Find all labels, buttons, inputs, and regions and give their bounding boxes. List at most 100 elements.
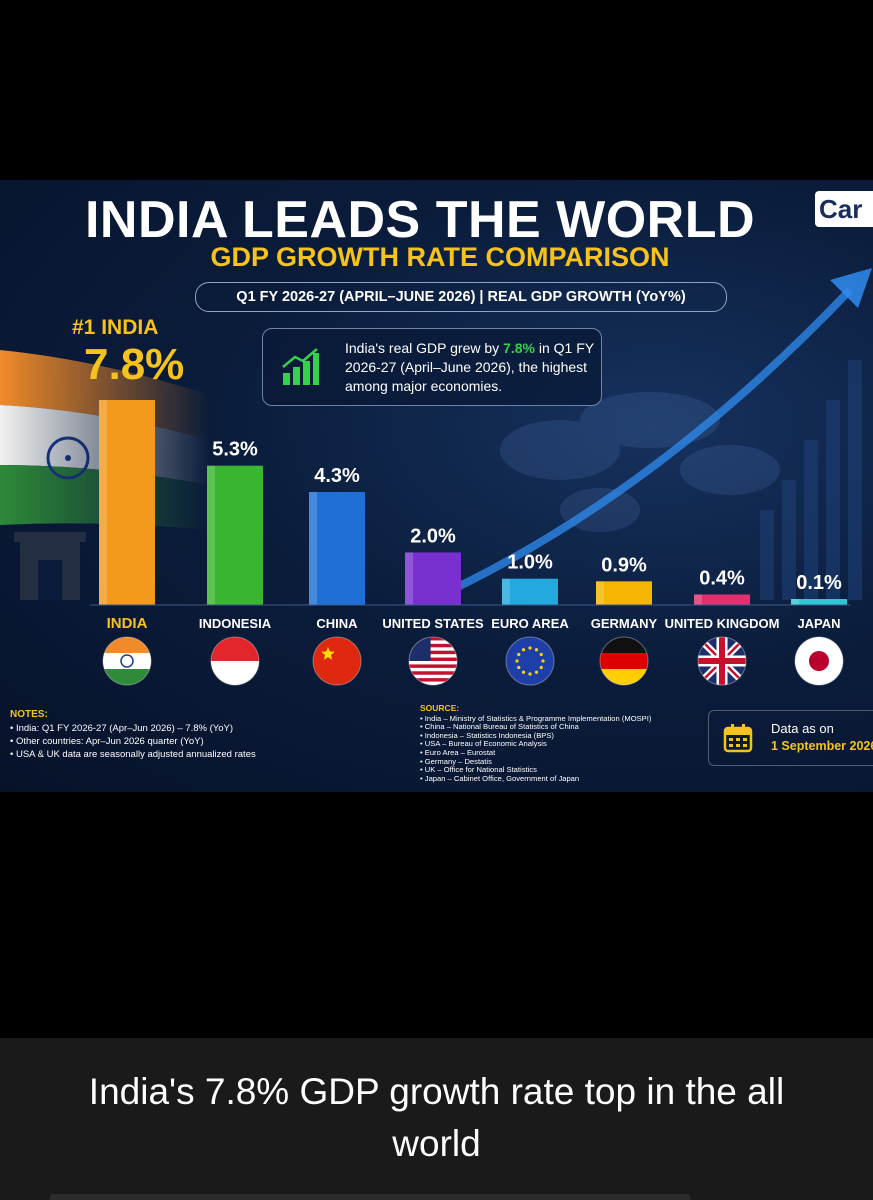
star: [517, 665, 521, 670]
caption-bar: [0, 1038, 873, 1200]
data-label: 0.1%: [796, 572, 842, 594]
flag-stripe: [409, 650, 457, 655]
note-item: • India: Q1 FY 2026-27 (Apr–Jun 2026) – …: [10, 723, 234, 734]
star: [521, 648, 526, 652]
infographic-title: INDIA LEADS THE WORLD: [84, 191, 756, 249]
data-label: 0.4%: [699, 567, 745, 589]
calendar-icon: [723, 724, 753, 753]
source-item: • UK – Office for National Statistics: [420, 765, 537, 775]
category-label: UNITED KINGDOM: [665, 616, 780, 631]
callout-suffix: in Q1 FY 2026-27 (April–June 2026), the …: [345, 340, 594, 394]
star: [534, 670, 539, 674]
bar-shine: [99, 400, 107, 605]
data-label: 1.0%: [507, 552, 553, 574]
category-label: CHINA: [316, 616, 358, 631]
bar-shine: [694, 594, 702, 605]
flag-stripe: [409, 674, 457, 679]
flag-stripe: [600, 637, 648, 653]
background-decor: [0, 268, 872, 604]
china-flag-icon: [313, 637, 361, 685]
category-label: EURO AREA: [491, 616, 569, 631]
star: [517, 652, 521, 657]
cross-red: [698, 637, 746, 685]
star: [521, 670, 526, 674]
data-label: 2.0%: [410, 525, 456, 547]
callout-box: India's real GDP grew by 7.8% in Q1 FY 2…: [262, 328, 602, 406]
flag-stripe: [409, 664, 457, 668]
bar: [791, 599, 847, 605]
flag-stripe: [103, 669, 151, 685]
callout-prefix: India's real GDP grew by: [345, 340, 504, 356]
source: SOURCE: • India – Ministry of Statistics…: [420, 704, 720, 783]
bar-chart: INDIA 5.3% INDONESIA 4.3% CHINA 2.0% UNITED ST…: [90, 400, 850, 686]
flag-border: [408, 636, 458, 686]
category-label: INDIA: [107, 615, 148, 632]
uk-flag-icon: [698, 637, 746, 685]
flag-stripe: [409, 647, 457, 651]
category-label: GERMANY: [591, 616, 658, 631]
source-item: • Japan – Cabinet Office, Government of …: [420, 773, 580, 783]
data-label: 0.9%: [601, 554, 647, 576]
notes-heading: NOTES:: [10, 709, 48, 720]
trend-arrow-icon: [428, 268, 872, 604]
source-item: • Indonesia – Statistics Indonesia (BPS): [420, 730, 554, 740]
growth-chart-icon: [282, 348, 319, 385]
flag-stripe: [409, 643, 457, 648]
bar-shine: [207, 465, 215, 605]
bar-shine: [405, 552, 413, 605]
bar: [405, 552, 461, 605]
period-pill: Q1 FY 2026-27 (APRIL–JUNE 2026) | REAL G…: [195, 282, 727, 312]
flag-border: [794, 636, 844, 686]
flag-stripe: [409, 637, 457, 641]
brand-logo: Car: [815, 191, 873, 227]
infographic: INDIA 5.3% INDONESIA 4.3% CHINA 2.0% UNITED ST…: [0, 180, 873, 792]
note-item: • Other countries: Apr–Jun 2026 quarter …: [10, 736, 204, 747]
data-as-on-label: Data as on: [771, 721, 834, 736]
bar: [596, 581, 652, 605]
bottom-sheet-handle[interactable]: [50, 1194, 690, 1200]
bar-shine: [596, 581, 604, 605]
category-label: INDONESIA: [199, 616, 272, 631]
bar-shine: [502, 578, 510, 605]
source-item: • Euro Area – Eurostat: [420, 747, 496, 757]
germany-flag-icon: [600, 637, 648, 685]
flag-border: [312, 636, 362, 686]
flag-stripe: [409, 678, 457, 682]
source-item: • China – National Bureau of Statistics …: [420, 722, 579, 732]
source-heading: SOURCE:: [420, 703, 460, 713]
category-label: UNITED STATES: [382, 616, 484, 631]
bar: [207, 465, 263, 605]
skyline-bars-decor: [760, 360, 862, 600]
bar-shine: [309, 491, 317, 605]
flag-stripe: [409, 671, 457, 675]
world-map-icon: [500, 392, 780, 532]
star: [528, 646, 532, 650]
star: [515, 659, 519, 663]
source-item: • Germany – Destatis: [420, 756, 492, 766]
source-item: • India – Ministry of Statistics & Progr…: [420, 713, 652, 723]
flag-border: [210, 636, 260, 686]
notes: NOTES: • India: Q1 FY 2026-27 (Apr–Jun 2…: [10, 708, 390, 761]
flag-stripe: [409, 681, 457, 685]
star: [321, 647, 335, 660]
bar: [502, 578, 558, 605]
flag-stripe: [409, 661, 457, 665]
india-flag-icon: [0, 350, 210, 530]
note-item: • USA & UK data are seasonally adjusted …: [10, 749, 256, 760]
eu-flag-icon: [506, 637, 554, 685]
rank-label: #1 INDIA: [72, 316, 159, 339]
data-as-on-box: Data as on 1 September 2026: [708, 710, 873, 766]
monument-decor: [14, 532, 86, 600]
flag-stripe: [103, 637, 151, 653]
flag-border: [599, 636, 649, 686]
india-flag-icon: [103, 637, 151, 685]
flag-stripe: [313, 637, 361, 685]
rank-value: 7.8%: [84, 340, 185, 389]
flag-stripe: [600, 669, 648, 685]
data-label: 5.3%: [212, 439, 258, 461]
star: [539, 665, 543, 670]
star: [539, 652, 543, 657]
infographic-subtitle: GDP GROWTH RATE COMPARISON: [210, 242, 670, 272]
bar: [694, 594, 750, 605]
star: [534, 648, 539, 652]
